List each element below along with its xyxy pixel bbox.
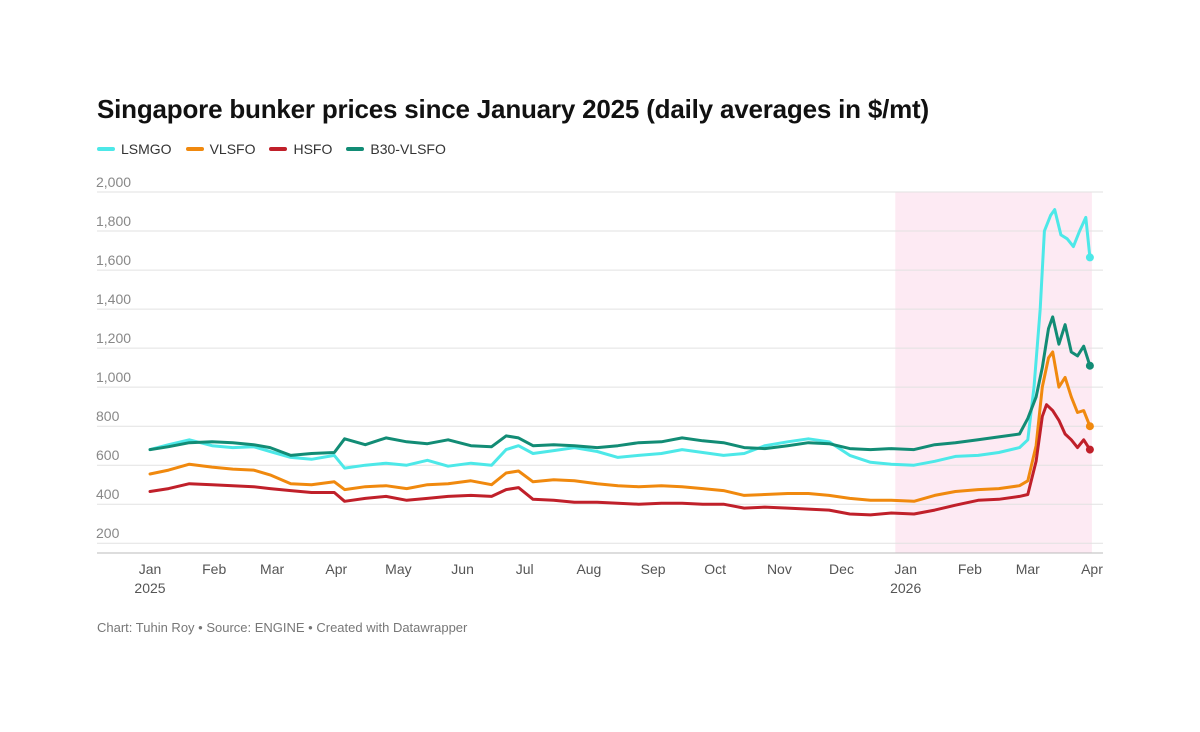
- legend-swatch-lsmgo: [97, 147, 115, 151]
- legend-swatch-hsfo: [269, 147, 288, 151]
- legend-item-lsmgo: LSMGO: [97, 141, 172, 157]
- legend-label-b30-vlsfo: B30-VLSFO: [370, 141, 446, 157]
- x-tick-year-label: 2026: [890, 580, 921, 596]
- y-tick-label: 600: [96, 447, 120, 463]
- y-tick-label: 1,600: [96, 252, 131, 268]
- x-tick-label: May: [385, 561, 411, 577]
- series-line-vlsfo: [148, 350, 1092, 503]
- legend-item-hsfo: HSFO: [269, 141, 332, 157]
- chart-footer: Chart: Tuhin Roy • Source: ENGINE • Crea…: [97, 620, 468, 635]
- series-end-point-lsmgo: [1085, 253, 1094, 262]
- series-end-point-b30-vlsfo: [1085, 361, 1094, 370]
- legend-item-b30-vlsfo: B30-VLSFO: [346, 141, 446, 157]
- x-tick-label: Nov: [767, 561, 792, 577]
- legend-item-vlsfo: VLSFO: [185, 141, 256, 157]
- x-tick-label: Jan: [139, 561, 162, 577]
- x-tick-label: Aug: [576, 561, 601, 577]
- series-line-hsfo: [148, 403, 1092, 517]
- legend: LSMGO VLSFO HSFO B30-VLSFO: [97, 141, 446, 157]
- series-end-point-vlsfo: [1085, 422, 1094, 431]
- legend-label-hsfo: HSFO: [293, 141, 333, 157]
- y-tick-label: 1,400: [96, 291, 131, 307]
- x-tick-label: Sep: [641, 561, 666, 577]
- legend-label-vlsfo: VLSFO: [209, 141, 256, 157]
- x-axis-ticks: Jan 2025 Feb Mar Apr May Jun Jul Aug Sep Oct Nov Dec…: [134, 561, 1103, 596]
- grid-group: [97, 191, 1103, 554]
- y-tick-label: 400: [96, 486, 120, 502]
- highlight-region-group: [895, 192, 1092, 553]
- y-tick-label: 1,000: [96, 369, 131, 385]
- y-axis-ticks: 2,000 1,800 1,600 1,400 1,200 1,000 800 600 400 2…: [96, 174, 131, 541]
- x-tick-label: Jun: [451, 561, 474, 577]
- x-tick-label: Mar: [1016, 561, 1040, 577]
- x-tick-label: Apr: [1081, 561, 1103, 577]
- chart-title: Singapore bunker prices since January 20…: [97, 94, 929, 124]
- x-tick-label: Feb: [202, 561, 226, 577]
- x-tick-label: Jul: [516, 561, 534, 577]
- series-end-point-hsfo: [1085, 445, 1094, 454]
- series-line-b30-vlsfo: [148, 315, 1092, 457]
- highlight-region: [895, 192, 1092, 553]
- x-tick-label: Oct: [704, 561, 726, 577]
- series-group: [148, 208, 1094, 517]
- y-tick-label: 1,200: [96, 330, 131, 346]
- legend-swatch-b30-vlsfo: [346, 147, 365, 151]
- x-tick-label: Apr: [325, 561, 347, 577]
- x-tick-label: Dec: [829, 561, 854, 577]
- x-tick-label: Jan: [894, 561, 917, 577]
- legend-swatch-vlsfo: [185, 147, 204, 151]
- x-tick-label: Mar: [260, 561, 284, 577]
- y-tick-label: 200: [96, 525, 120, 541]
- y-tick-label: 1,800: [96, 213, 131, 229]
- y-tick-label: 800: [96, 408, 120, 424]
- y-tick-label: 2,000: [96, 174, 131, 190]
- legend-label-lsmgo: LSMGO: [121, 141, 172, 157]
- series-line-lsmgo: [148, 208, 1092, 470]
- x-tick-label: Feb: [958, 561, 982, 577]
- x-tick-year-label: 2025: [134, 580, 165, 596]
